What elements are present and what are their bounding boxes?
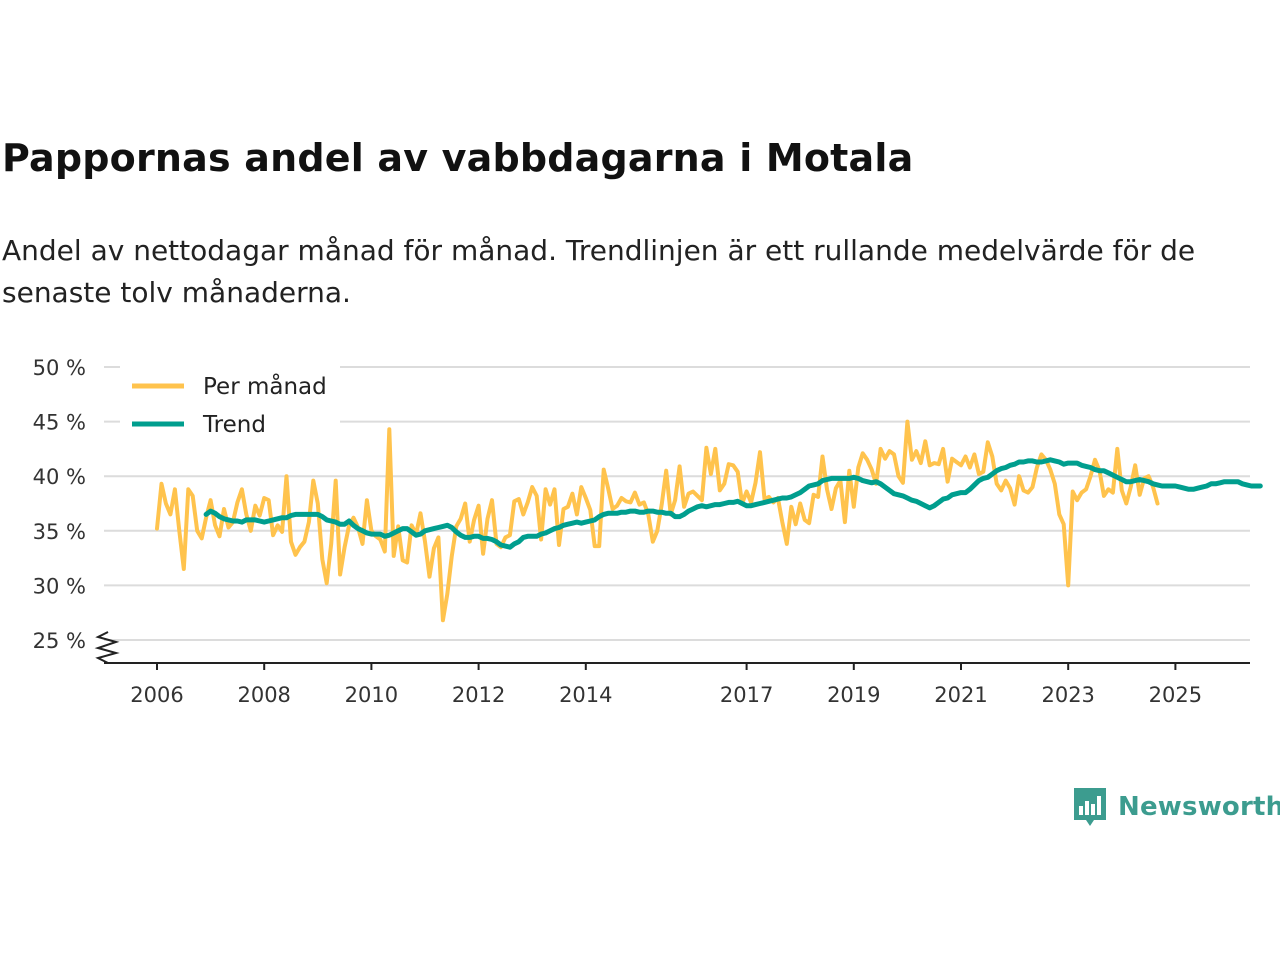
y-tick-label: 45 % [33, 411, 86, 435]
x-tick-label: 2019 [827, 683, 880, 707]
series-line-per-manad [155, 419, 1160, 623]
y-tick-label: 30 % [33, 574, 86, 598]
x-tick-label: 2021 [934, 683, 987, 707]
legend-label: Trend [202, 412, 266, 438]
x-tick-label: 2006 [130, 683, 183, 707]
y-tick-label: 40 % [33, 465, 86, 489]
x-tick-label: 2014 [559, 683, 612, 707]
chart-subtitle: Andel av nettodagar månad för månad. Tre… [2, 234, 1196, 309]
series-line-trend [203, 457, 1263, 550]
brand-logo[interactable]: Newsworthy [1072, 786, 1280, 828]
x-tick-label: 2012 [452, 683, 505, 707]
brand-name: Newsworthy [1118, 792, 1280, 822]
y-tick-label: 25 % [33, 629, 86, 653]
legend-background [120, 366, 340, 448]
x-tick-label: 2017 [720, 683, 773, 707]
x-tick-label: 2010 [345, 683, 398, 707]
y-axis-break-icon [94, 631, 120, 664]
chart-title: Pappornas andel av vabbdagarna i Motala [2, 136, 914, 180]
y-tick-label: 35 % [33, 520, 86, 544]
line-chart: 25 % 30 % 35 % 40 % 45 % 50 % 2006 2008 2010 201… [33, 356, 1263, 707]
y-tick-label: 50 % [33, 356, 86, 380]
newsworthy-logo-icon [1074, 788, 1106, 826]
x-tick-label: 2008 [237, 683, 290, 707]
x-tick-label: 2025 [1149, 683, 1202, 707]
x-tick-label: 2023 [1041, 683, 1094, 707]
legend-label: Per månad [203, 372, 327, 400]
